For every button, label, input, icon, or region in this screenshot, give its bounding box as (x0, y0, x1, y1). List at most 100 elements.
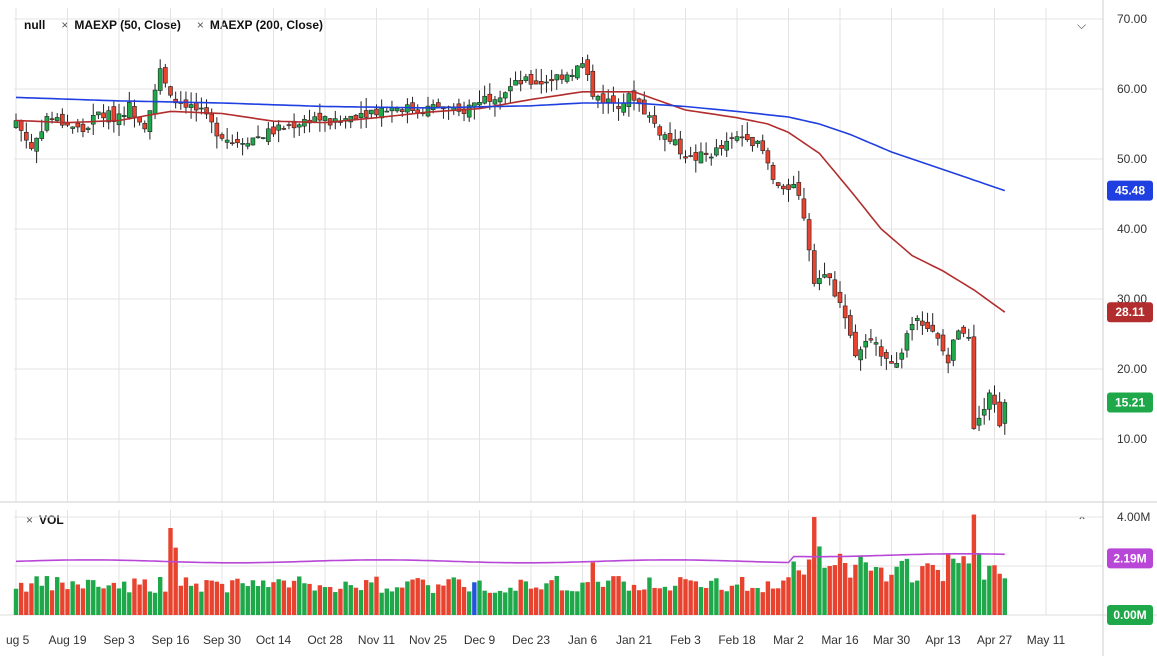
volume-bar (482, 590, 487, 615)
candle-body (281, 128, 287, 130)
chevron-down-icon[interactable]: ⌵ (1077, 18, 1087, 32)
volume-bar (745, 590, 750, 615)
candle-body (801, 198, 807, 219)
price-tick-label: 10.00 (1117, 432, 1147, 446)
candle-body (734, 136, 740, 141)
volume-bar (451, 577, 456, 615)
volume-bar (997, 573, 1002, 615)
close-icon[interactable]: × (61, 18, 69, 32)
candle-body (811, 250, 817, 284)
candle-body (837, 291, 843, 303)
candle-body (636, 98, 642, 103)
ma200-label: MAEXP (200, Close) (209, 18, 323, 32)
candle-body (950, 339, 956, 361)
volume-bar (884, 581, 889, 615)
candle-body (121, 115, 127, 118)
volume-bar (863, 562, 868, 615)
volume-bar (904, 558, 910, 615)
candle-body (652, 115, 657, 124)
legend-ma200[interactable]: × MAEXP (200, Close) (197, 18, 323, 32)
volume-bar (240, 583, 245, 615)
candle-body (487, 93, 493, 102)
price-badges: 45.48 28.11 15.21 2.19M 0.00M (1107, 180, 1153, 625)
x-tick-label: ug 5 (6, 633, 30, 647)
volume-bar (755, 587, 760, 615)
close-icon[interactable]: × (196, 18, 204, 32)
candle-body (90, 115, 96, 125)
close-icon[interactable]: × (26, 513, 34, 527)
candle-body (976, 417, 982, 426)
candle-body (224, 139, 230, 143)
volume-bar (477, 580, 482, 615)
volume-bar (492, 592, 498, 615)
volume-bar (533, 587, 539, 615)
candle-body (997, 401, 1002, 427)
candle-body (80, 123, 86, 132)
volume-ma-badge: 2.19M (1113, 551, 1146, 565)
volume-bar (49, 590, 55, 615)
candle-body (662, 134, 668, 140)
candle-body (595, 95, 601, 101)
volume-bar (65, 589, 70, 615)
ma50-badge: 28.11 (1115, 305, 1145, 319)
volume-bar (858, 556, 863, 615)
volume-bar (508, 587, 513, 615)
candle-body (111, 106, 117, 122)
candle-body (956, 330, 961, 340)
candle-body (775, 182, 781, 186)
candle-body (544, 81, 549, 84)
volume-bar (116, 588, 122, 615)
candle-body (29, 142, 34, 149)
volume-bar (472, 582, 477, 615)
volume-bar (436, 584, 441, 615)
volume-bar (698, 587, 704, 615)
volume-bar (549, 580, 554, 615)
candle-body (678, 138, 683, 155)
volume-bar (219, 583, 225, 615)
candle-body (868, 338, 874, 341)
candle-body (322, 116, 328, 121)
candle-body (930, 324, 936, 332)
volume-bar (302, 583, 307, 615)
volume-bar (158, 576, 163, 615)
x-tick-label: Apr 27 (977, 633, 1013, 647)
volume-bar (513, 590, 518, 615)
candle-body (842, 305, 848, 319)
volume-bar (595, 581, 601, 615)
candle-body (271, 126, 276, 135)
candle-body (729, 137, 735, 139)
volume-bar (971, 514, 977, 615)
volume-bar (503, 592, 508, 615)
candle-body (708, 156, 714, 159)
volume-bar (127, 592, 132, 615)
volume-bar (1002, 578, 1007, 615)
candle-body (312, 116, 318, 123)
candle-body (183, 99, 189, 108)
candle-body (276, 124, 281, 131)
volume-bar (621, 581, 626, 615)
candle-body (580, 63, 585, 68)
volume-bar (199, 591, 204, 615)
candle-body (497, 97, 503, 103)
legend-ma50[interactable]: × MAEXP (50, Close) (61, 18, 181, 32)
candle-body (894, 363, 899, 368)
x-tick-label: Aug 19 (48, 633, 86, 647)
volume-bar (575, 591, 580, 615)
volume-bar (34, 576, 39, 615)
volume-bar (400, 587, 405, 615)
volume-bar (832, 565, 838, 615)
x-tick-label: Oct 28 (307, 633, 343, 647)
moving-averages (15, 91, 1006, 564)
candle-body (317, 112, 323, 121)
candle-body (683, 156, 688, 159)
candle-body (667, 133, 673, 142)
candle-body (230, 142, 235, 145)
candle-body (554, 74, 560, 81)
volume-bar (801, 574, 807, 615)
x-tick-label: Sep 3 (103, 633, 135, 647)
candle-body (245, 143, 251, 147)
volume-bar (44, 576, 50, 615)
candle-body (260, 137, 266, 139)
chevron-up-icon[interactable]: ⌃ (1077, 514, 1088, 528)
